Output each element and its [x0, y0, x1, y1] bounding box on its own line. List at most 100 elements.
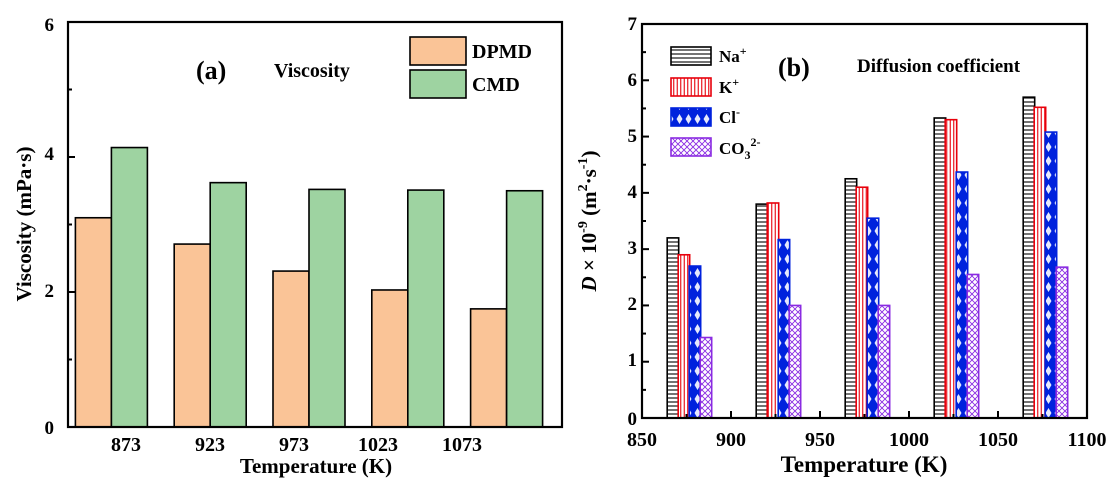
b-bar-na-1073	[1022, 96, 1036, 419]
a-y-axis-label: Viscosity (mPa·s)	[12, 147, 36, 302]
a-legend: DPMD CMD	[409, 36, 532, 99]
na-sup: +	[740, 44, 747, 58]
a-x-tick-label: 1073	[442, 434, 482, 456]
a-bar-dpmd-923	[173, 243, 211, 428]
a-bar-cmd-973	[308, 188, 346, 428]
k-label: K	[719, 78, 733, 97]
b-bar-cl-873	[688, 265, 702, 419]
a-bar-dpmd-1073	[469, 308, 508, 428]
a-axis-ticks	[68, 21, 75, 428]
b-ylabel-exp: -9	[576, 221, 591, 233]
b-bar-k-973	[855, 186, 869, 419]
a-y-tick-label: 4	[45, 144, 55, 165]
b-x-tick-label: 1100	[1068, 429, 1107, 451]
a-x-tick-label: 923	[195, 434, 225, 456]
b-ylabel-times: × 10	[577, 233, 601, 276]
b-y-tick-label: 1	[628, 350, 638, 371]
b-bar-k-873	[677, 253, 691, 419]
a-x-tick-label: 1023	[358, 434, 398, 456]
b-y-tick-label: 4	[628, 182, 638, 203]
a-x-tick-label: 973	[279, 434, 309, 456]
a-bar-dpmd-973	[272, 270, 310, 428]
a-bars	[74, 146, 544, 428]
a-bar-cmd-923	[209, 181, 247, 428]
b-ylabel-units-exp: 2	[576, 184, 591, 191]
b-bar-co-973	[877, 304, 891, 419]
b-x-tick-label: 850	[627, 429, 657, 451]
b-legend-swatch-cl	[670, 107, 712, 127]
b-x-axis-label: Temperature (K)	[781, 452, 948, 477]
b-x-tick-labels: 850 900 950 1000 1050 1100	[627, 429, 1106, 451]
b-bar-cl-923	[777, 238, 791, 419]
b-axis-ticks	[641, 23, 1088, 419]
viscosity-chart-panel: 0 2 4 6 873 923 973 1023 1073 (a) Viscos…	[12, 15, 564, 478]
b-ylabel-close: )	[577, 151, 601, 158]
a-bar-dpmd-1023	[370, 289, 409, 428]
b-ylabel-units: (m	[577, 191, 601, 221]
a-bar-dpmd-873	[74, 216, 113, 428]
b-bar-na-1023	[933, 117, 947, 419]
b-x-tick-label: 1050	[978, 429, 1018, 451]
b-y-tick-label: 2	[628, 294, 638, 315]
b-x-tick-label: 900	[716, 429, 746, 451]
b-y-tick-label: 0	[628, 409, 638, 430]
b-legend: Na+ K+ Cl- CO32-	[670, 44, 761, 162]
b-bar-cl-1073	[1044, 131, 1058, 419]
a-x-tick-label: 873	[111, 434, 141, 456]
cl-sup: -	[736, 105, 740, 119]
b-bar-co-873	[699, 336, 713, 419]
a-y-tick-label: 0	[45, 418, 55, 439]
a-legend-label-dpmd: DPMD	[472, 41, 532, 63]
b-bar-co-923	[788, 304, 802, 419]
b-bar-na-973	[844, 177, 858, 419]
b-ylabel-d: D	[577, 276, 601, 292]
a-y-tick-label: 2	[45, 281, 55, 302]
b-x-tick-label: 1000	[889, 429, 929, 451]
b-bar-na-873	[666, 237, 680, 419]
b-legend-swatch-na	[670, 46, 712, 66]
na-label: Na	[719, 47, 740, 66]
a-legend-label-cmd: CMD	[472, 74, 520, 96]
b-ylabel-units-exp2: -1	[576, 158, 591, 170]
b-panel-label: (b)	[778, 53, 810, 82]
cl-label: Cl	[719, 108, 736, 127]
co3-sup: 2-	[751, 135, 761, 149]
b-legend-label-na: Na+	[719, 44, 747, 66]
b-y-tick-label: 7	[628, 14, 638, 35]
k-sup: +	[732, 75, 739, 89]
a-x-axis-label: Temperature (K)	[240, 454, 392, 478]
b-bar-co-1023	[966, 273, 980, 419]
b-legend-label-co3: CO32-	[719, 135, 761, 162]
b-bar-k-1023	[944, 118, 958, 419]
b-legend-label-cl: Cl-	[719, 105, 740, 127]
b-bar-k-923	[766, 202, 780, 419]
b-bar-co-1073	[1055, 266, 1069, 419]
b-y-tick-label: 3	[628, 238, 638, 259]
b-bars	[666, 96, 1069, 419]
b-legend-swatch-k	[670, 77, 712, 97]
a-y-tick-label: 6	[45, 15, 55, 36]
b-bar-cl-1023	[955, 171, 969, 419]
b-bar-cl-973	[866, 217, 880, 419]
b-y-tick-labels: 0 1 2 3 4 5 6 7	[628, 14, 638, 430]
a-legend-swatch-dpmd	[409, 36, 467, 66]
a-x-tick-labels: 873 923 973 1023 1073	[111, 434, 482, 456]
b-ylabel-units-rest: ·s	[577, 169, 601, 184]
b-chart-title: Diffusion coefficient	[857, 56, 1021, 77]
b-x-tick-label: 950	[805, 429, 835, 451]
co3-label: CO	[719, 139, 745, 158]
a-bar-cmd-1073	[505, 189, 544, 428]
b-bar-k-1073	[1033, 106, 1047, 419]
b-bar-na-923	[755, 203, 769, 419]
b-y-tick-label: 5	[628, 126, 638, 147]
a-y-tick-labels: 0 2 4 6	[45, 15, 55, 439]
a-legend-swatch-cmd	[409, 69, 467, 99]
b-y-axis-label: D × 10-9 (m2·s-1)	[576, 151, 601, 293]
co3-sub: 3	[745, 148, 751, 162]
a-chart-title: Viscosity	[274, 60, 350, 82]
b-legend-swatch-co3	[670, 137, 712, 157]
a-bar-cmd-1023	[406, 189, 445, 428]
b-y-tick-label: 6	[628, 70, 638, 91]
a-panel-label: (a)	[196, 56, 226, 85]
